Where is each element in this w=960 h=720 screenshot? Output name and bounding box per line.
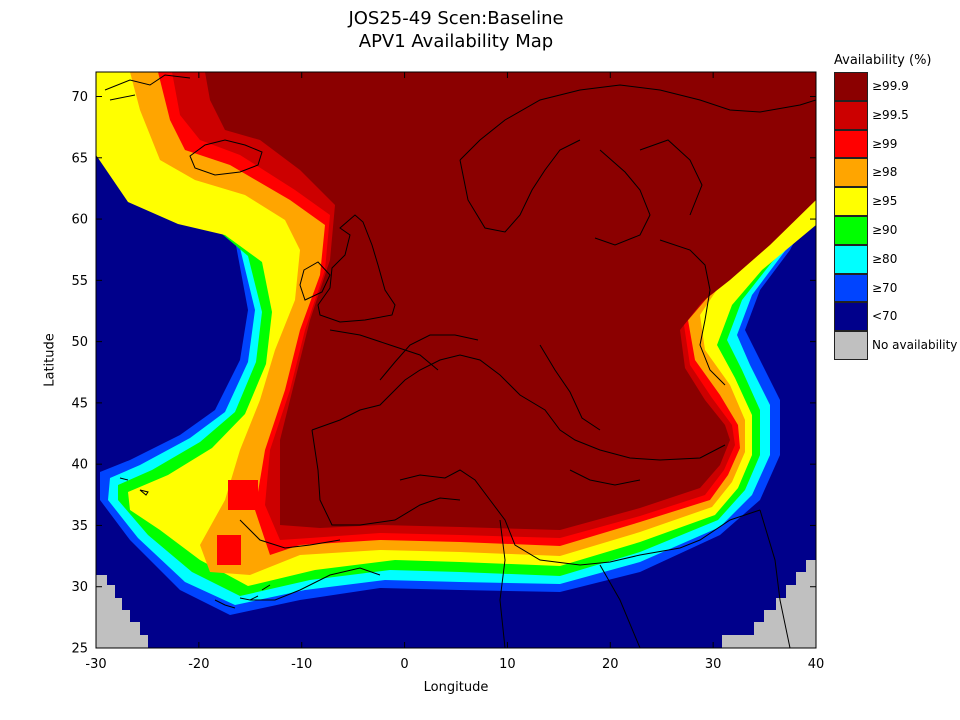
y-tick-label: 60 xyxy=(71,213,88,228)
legend-swatch xyxy=(834,187,868,216)
legend-swatch xyxy=(834,158,868,188)
legend-label: ≥99.9 xyxy=(872,79,909,93)
legend-label: ≥99 xyxy=(872,136,898,151)
x-tick-label: 30 xyxy=(705,657,722,672)
y-axis-label: Latitude xyxy=(42,333,58,387)
red-patch-west xyxy=(228,480,258,510)
x-tick-label: 40 xyxy=(808,657,825,672)
legend-swatch xyxy=(834,72,868,101)
x-axis-label: Longitude xyxy=(423,680,489,695)
legend-swatch xyxy=(834,129,868,159)
legend-label: ≥90 xyxy=(872,222,898,237)
y-tick-label: 45 xyxy=(71,396,88,411)
legend-label: <70 xyxy=(872,309,898,324)
legend-swatch xyxy=(834,215,868,245)
legend-swatch xyxy=(834,100,868,130)
region-no-availability-southwest xyxy=(96,575,148,648)
x-tick-label: 10 xyxy=(499,657,516,672)
red-patch-canaries xyxy=(217,535,241,565)
legend-label: ≥80 xyxy=(872,251,898,266)
legend-label: ≥95 xyxy=(872,194,898,209)
region-ge99-9 xyxy=(205,72,816,530)
legend-title: Availability (%) xyxy=(834,53,932,68)
legend-label: ≥70 xyxy=(872,280,898,295)
x-axis: -30 -20 -10 0 10 20 30 40 xyxy=(85,72,824,672)
y-axis: 25 30 35 40 45 50 55 60 65 70 xyxy=(71,90,816,657)
y-tick-label: 55 xyxy=(71,274,88,289)
y-tick-label: 30 xyxy=(71,580,88,595)
y-tick-label: 70 xyxy=(71,90,88,105)
legend-label: ≥98 xyxy=(872,165,898,180)
chart-title: JOS25-49 Scen:Baseline xyxy=(348,8,564,29)
y-tick-label: 25 xyxy=(71,642,88,657)
x-tick-label: -30 xyxy=(85,657,106,672)
y-tick-label: 35 xyxy=(71,519,88,534)
x-tick-label: -20 xyxy=(188,657,209,672)
legend-label: ≥99.5 xyxy=(872,107,909,122)
region-no-availability-southeast xyxy=(722,560,816,648)
legend-swatch xyxy=(834,273,868,303)
chart-subtitle: APV1 Availability Map xyxy=(358,31,554,52)
y-tick-label: 40 xyxy=(71,458,88,473)
x-tick-label: 0 xyxy=(400,657,408,672)
coastlines xyxy=(104,74,816,648)
x-tick-label: -10 xyxy=(291,657,312,672)
legend-swatch xyxy=(834,244,868,274)
y-tick-label: 65 xyxy=(71,151,88,166)
legend-swatch xyxy=(834,331,868,360)
x-tick-label: 20 xyxy=(602,657,619,672)
legend-swatch xyxy=(834,302,868,332)
legend-label: No availability xyxy=(872,338,958,353)
plot-frame xyxy=(95,71,817,649)
y-tick-label: 50 xyxy=(71,335,88,350)
